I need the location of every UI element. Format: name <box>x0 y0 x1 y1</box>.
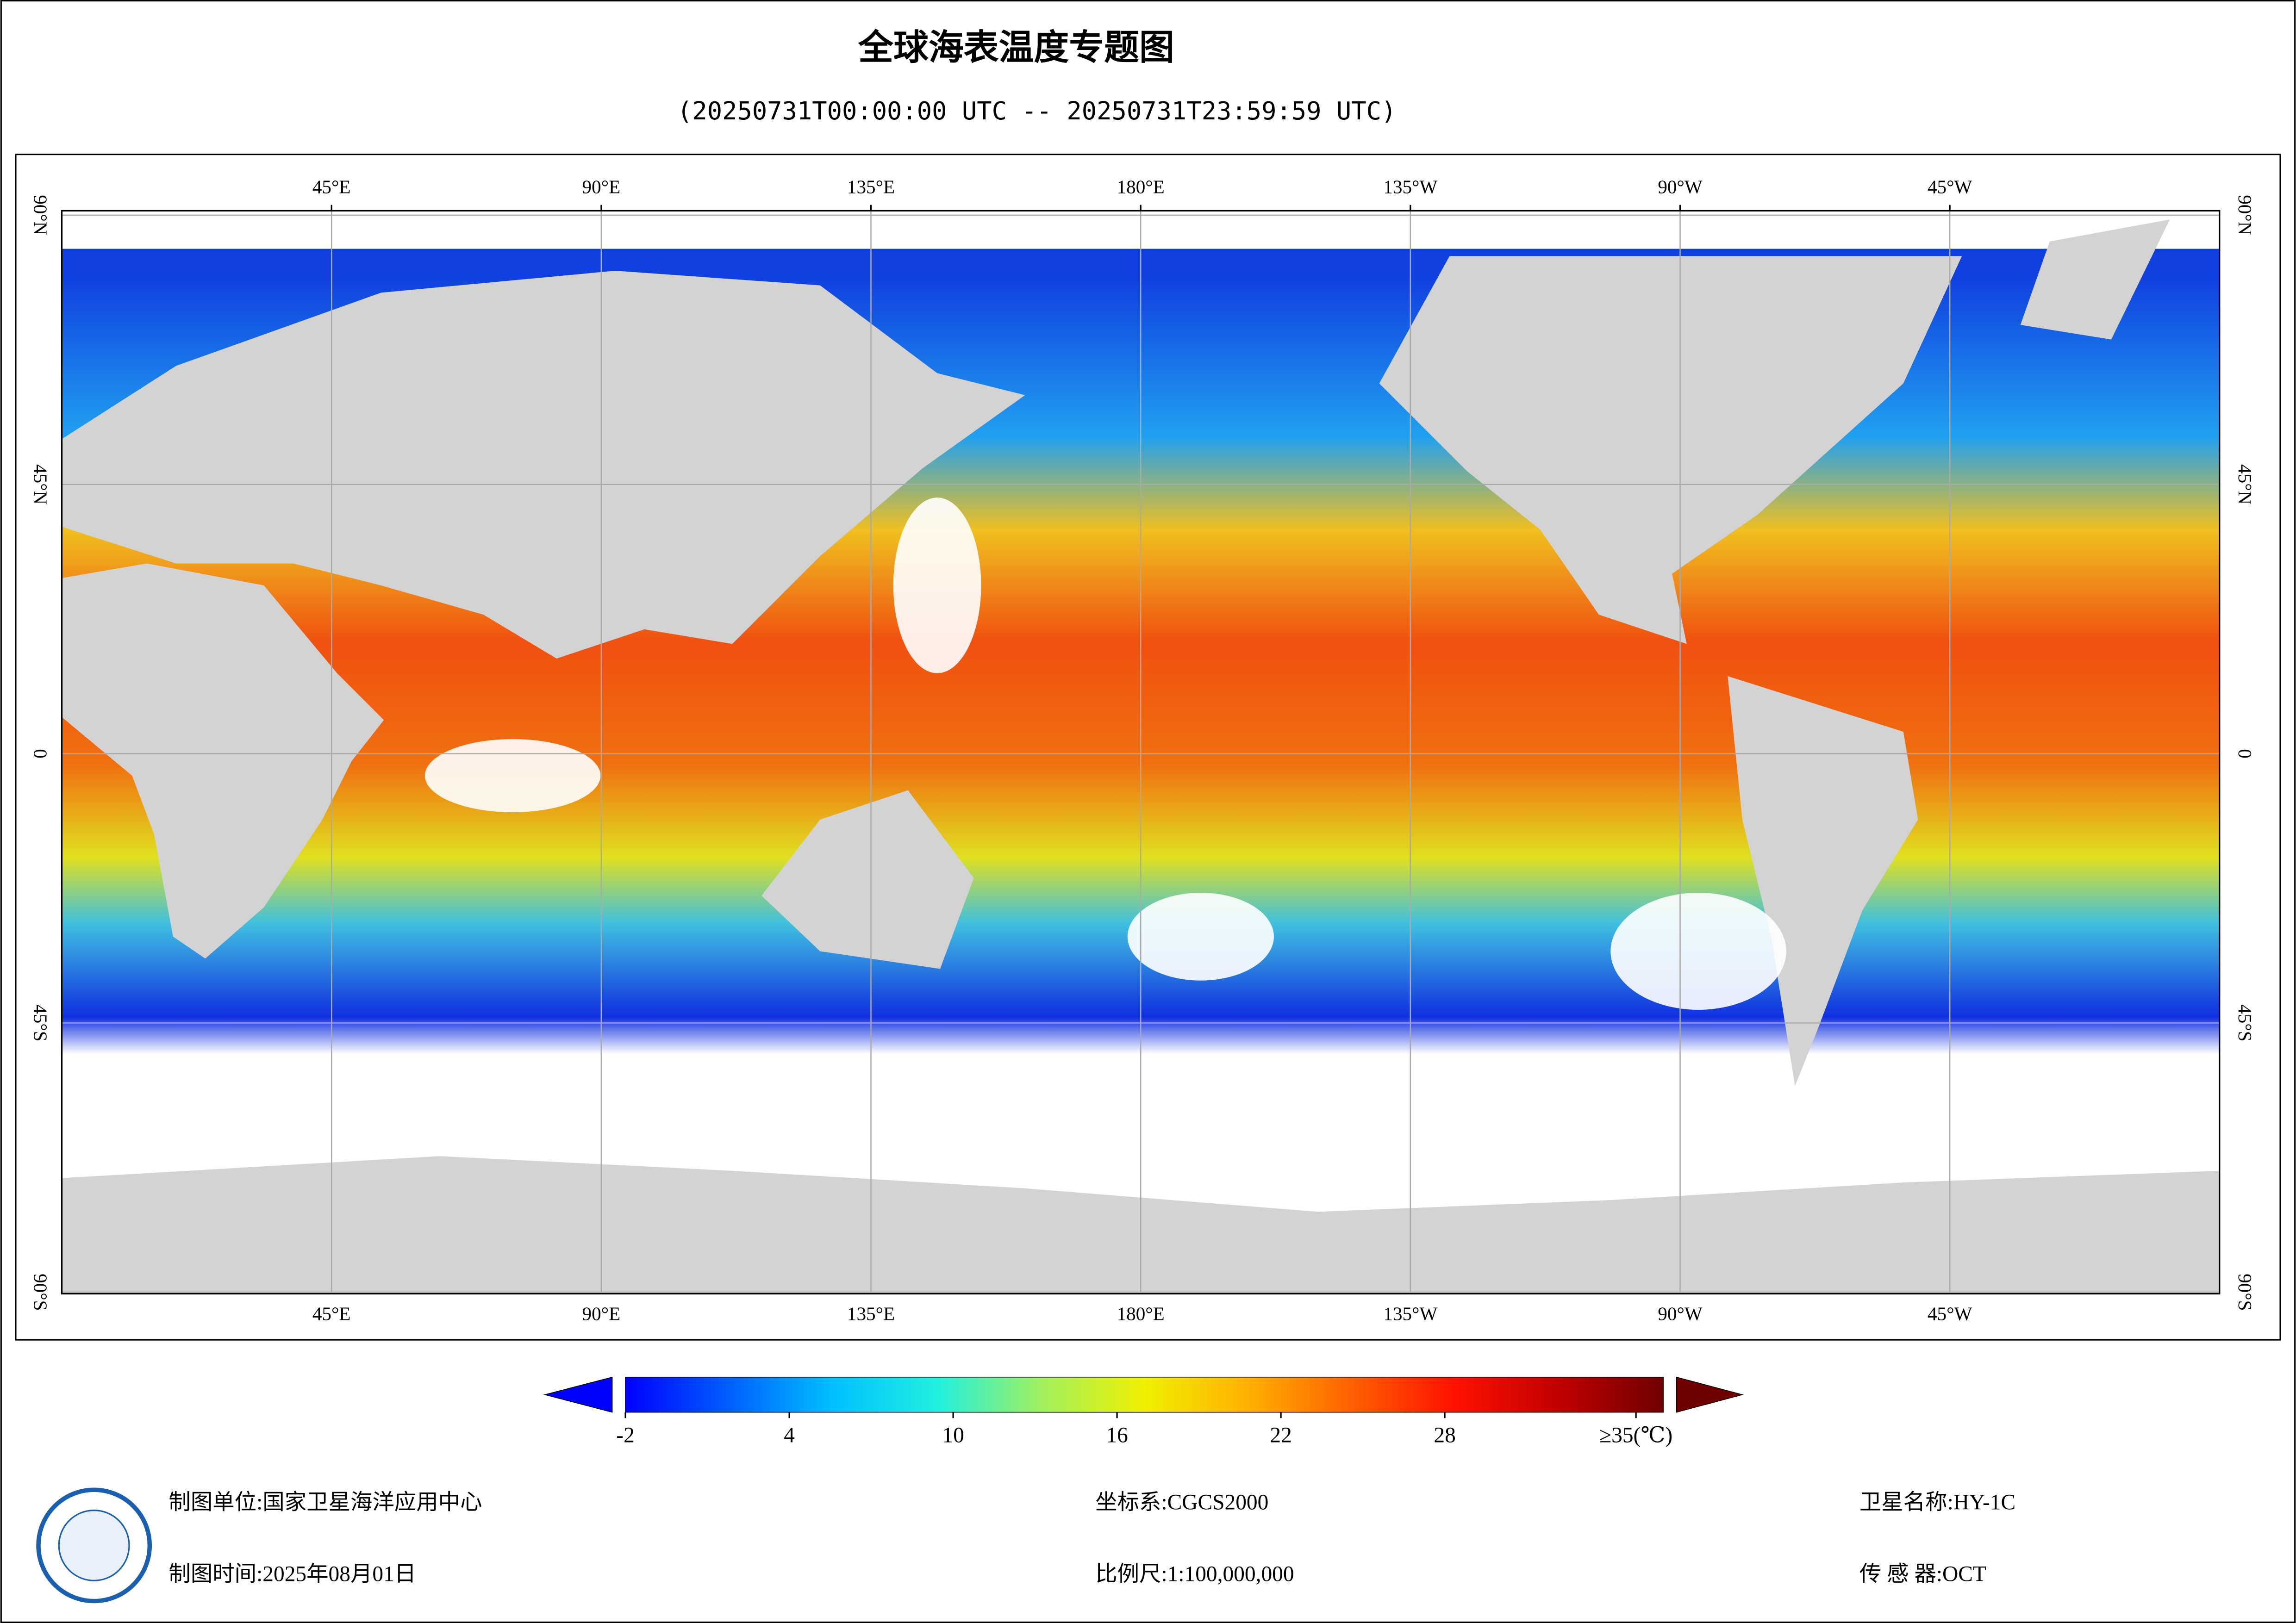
africa <box>62 563 384 959</box>
cloud <box>1127 893 1274 981</box>
y-tick-label-right: 0 <box>2234 749 2256 759</box>
x-tick-label-bottom: 180°E <box>1117 1303 1165 1324</box>
footer-sensor: 传 感 器:OCT <box>1859 1562 1986 1586</box>
y-tick-label-right: 90°N <box>2234 195 2256 235</box>
eurasia <box>62 271 1025 659</box>
x-tick-label-bottom: 90°W <box>1658 1303 1703 1324</box>
x-tick-label-top: 135°W <box>1383 176 1437 197</box>
y-tick-label-right: 45°S <box>2234 1004 2256 1041</box>
cloud <box>893 497 981 673</box>
y-tick-label-left: 45°S <box>30 1004 51 1041</box>
logo-ring <box>36 1487 152 1604</box>
colorbar-tick-label: -2 <box>616 1423 635 1447</box>
colorbar-tick-label: 28 <box>1434 1423 1455 1447</box>
title: 全球海表温度专题图 <box>858 27 1174 68</box>
y-tick-label-left: 45°N <box>30 464 51 504</box>
y-tick-label-left: 0 <box>30 749 51 759</box>
x-tick-label-bottom: 45°W <box>1928 1303 1972 1324</box>
x-tick-label-bottom: 90°E <box>582 1303 621 1324</box>
colorbar-tick-label: ≥35(℃) <box>1599 1423 1672 1447</box>
graticule: 45°E 45°E 90°E 90°E 135°E 135°E 180°E 180°E 135°… <box>30 176 2256 1324</box>
colorbar-tick-label: 10 <box>942 1423 964 1447</box>
y-tick-label-left: 90°N <box>30 195 51 235</box>
x-tick-label-bottom: 45°E <box>312 1303 351 1324</box>
australia <box>761 790 974 969</box>
map-frame <box>15 154 2281 1341</box>
x-tick-label-top: 180°E <box>1117 176 1165 197</box>
map-border <box>61 210 2221 1295</box>
x-tick-label-top: 45°E <box>312 176 351 197</box>
logo <box>36 1487 152 1604</box>
x-tick-label-top: 135°E <box>847 176 895 197</box>
colorbar-tick-label: 4 <box>784 1423 795 1447</box>
north-america <box>1379 256 1962 644</box>
south-america <box>1728 676 1918 1086</box>
greenland <box>2020 219 2170 340</box>
colorbar-tick-label: 22 <box>1270 1423 1292 1447</box>
footer-scale: 比例尺:1:100,000,000 <box>1095 1562 1294 1586</box>
colorbar-arrow-high <box>1676 1376 1744 1413</box>
footer-unit: 制图单位:国家卫星海洋应用中心 <box>168 1491 482 1515</box>
colorbar-bar <box>625 1376 1664 1413</box>
x-tick-label-top: 90°W <box>1658 176 1703 197</box>
clouds <box>424 497 1786 1010</box>
footer-time: 制图时间:2025年08月01日 <box>168 1562 416 1586</box>
y-tick-label-left: 90°S <box>30 1274 51 1311</box>
footer-crs: 坐标系:CGCS2000 <box>1095 1491 1268 1515</box>
x-tick-label-bottom: 135°E <box>847 1303 895 1324</box>
logo-core <box>58 1509 130 1581</box>
x-tick-label-top: 90°E <box>582 176 621 197</box>
y-tick-label-right: 45°N <box>2234 464 2256 504</box>
footer-satellite: 卫星名称:HY-1C <box>1859 1491 2015 1515</box>
subtitle: (20250731T00:00:00 UTC -- 20250731T23:59… <box>677 96 1396 125</box>
colorbar: -2 4 10 16 22 28 ≥35(℃) <box>543 1376 1744 1447</box>
cloud <box>1610 893 1786 1010</box>
y-tick-label-right: 90°S <box>2234 1274 2256 1311</box>
colorbar-arrow-low <box>543 1376 613 1413</box>
colorbar-tick-label: 16 <box>1106 1423 1128 1447</box>
x-tick-label-bottom: 135°W <box>1383 1303 1437 1324</box>
cloud <box>424 739 601 813</box>
x-tick-label-top: 45°W <box>1928 176 1972 197</box>
